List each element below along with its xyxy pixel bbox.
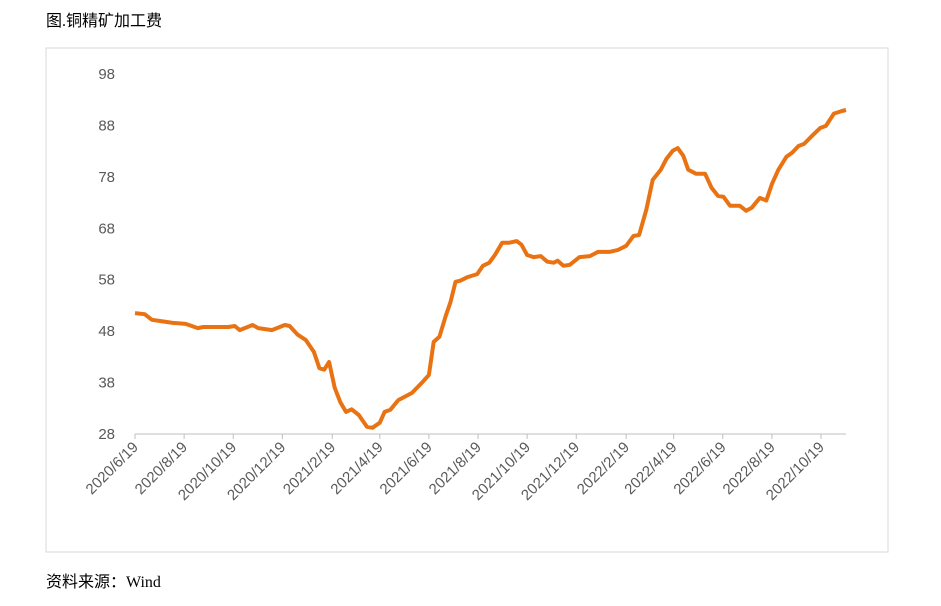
y-tick-label: 48 <box>98 323 115 340</box>
data-line <box>134 108 847 430</box>
y-tick-label: 58 <box>98 272 115 289</box>
chart-frame <box>45 47 889 553</box>
x-tick-label: 2020/6/19 <box>83 439 142 498</box>
y-tick-label: 78 <box>98 169 115 186</box>
x-tick-label: 2021/4/19 <box>327 439 386 498</box>
source-note: 资料来源：Wind <box>46 573 161 591</box>
x-tick-label: 2021/6/19 <box>377 439 436 498</box>
x-tick-label: 2022/6/19 <box>670 439 729 498</box>
y-tick-label: 98 <box>98 66 115 83</box>
figure-title: 图.铜精矿加工费 <box>46 12 162 30</box>
y-tick-label: 28 <box>98 426 115 443</box>
x-tick-label: 2022/4/19 <box>621 439 680 498</box>
y-tick-label: 38 <box>98 375 115 392</box>
y-tick-label: 68 <box>98 220 115 237</box>
y-tick-label: 88 <box>98 117 115 134</box>
